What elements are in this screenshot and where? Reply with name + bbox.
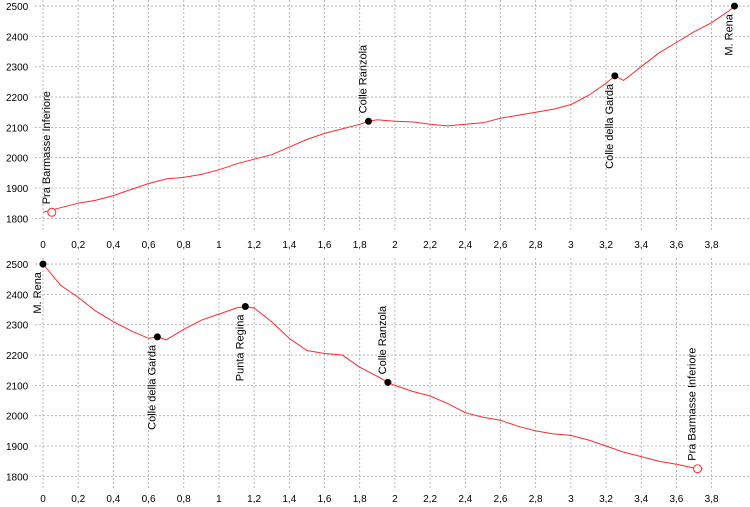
y-tick-label: 1800 (6, 214, 29, 225)
x-tick-label: 0,2 (71, 494, 85, 505)
y-tick-label: 2200 (6, 351, 29, 362)
elevation-profile-line (42, 5, 735, 213)
x-tick-label: 0,8 (177, 240, 191, 251)
x-tick-label: 0,4 (106, 494, 120, 505)
waypoint-marker (365, 117, 373, 125)
y-tick-label: 1900 (6, 442, 29, 453)
x-tick-label: 0,6 (142, 494, 156, 505)
elevation-profile-line (42, 263, 703, 470)
waypoint-marker-open (47, 207, 57, 217)
x-tick-label: 1 (216, 240, 222, 251)
x-tick-label: 2,4 (458, 240, 472, 251)
waypoint-marker (153, 333, 161, 341)
x-tick-label: 2,4 (458, 494, 472, 505)
x-tick-label: 0,8 (177, 494, 191, 505)
x-tick-label: 3,8 (705, 494, 719, 505)
x-tick-label: 0 (40, 494, 46, 505)
waypoint-marker (384, 378, 392, 386)
y-tick-label: 2500 (6, 2, 29, 13)
waypoint-label: Colle della Garda (604, 83, 616, 169)
x-tick-label: 2,8 (529, 494, 543, 505)
x-tick-label: 2,2 (423, 494, 437, 505)
y-tick-label: 2200 (6, 93, 29, 104)
x-tick-label: 3 (568, 494, 574, 505)
x-tick-label: 0,4 (106, 240, 120, 251)
waypoint-marker-open (693, 464, 703, 474)
x-tick-label: 3,2 (599, 494, 613, 505)
waypoint-marker (611, 72, 619, 80)
x-tick-label: 2,6 (494, 494, 508, 505)
x-tick-label: 3,4 (634, 240, 648, 251)
y-tick-label: 2500 (6, 260, 29, 271)
x-tick-label: 1,8 (353, 494, 367, 505)
y-tick-label: 2400 (6, 32, 29, 43)
waypoint-marker (730, 2, 738, 10)
y-tick-label: 1800 (6, 472, 29, 483)
waypoint-marker (241, 303, 249, 311)
x-tick-label: 1 (216, 494, 222, 505)
x-tick-label: 0 (40, 240, 46, 251)
x-tick-label: 1,4 (282, 494, 296, 505)
y-tick-label: 2300 (6, 63, 29, 74)
y-tick-label: 2000 (6, 412, 29, 423)
x-tick-label: 1,8 (353, 240, 367, 251)
x-tick-label: 1,6 (318, 240, 332, 251)
waypoint-label: Pra Barmasse Inferiore (41, 91, 53, 204)
x-tick-label: 2,8 (529, 240, 543, 251)
y-tick-label: 2000 (6, 154, 29, 165)
x-tick-label: 1,6 (318, 494, 332, 505)
y-tick-label: 2400 (6, 290, 29, 301)
x-tick-label: 2,2 (423, 240, 437, 251)
x-tick-label: 3,6 (669, 240, 683, 251)
x-tick-label: 3,2 (599, 240, 613, 251)
y-tick-label: 1900 (6, 184, 29, 195)
waypoint-label: Punta Regina (234, 314, 246, 382)
y-tick-label: 2100 (6, 123, 29, 134)
waypoint-label: Colle Ranzola (358, 44, 370, 113)
x-tick-label: 2 (392, 240, 398, 251)
x-tick-label: 0,2 (71, 240, 85, 251)
x-tick-label: 3,8 (705, 240, 719, 251)
waypoint-label: M. Rena (32, 271, 44, 313)
x-tick-label: 1,2 (247, 494, 261, 505)
waypoint-marker (39, 260, 47, 268)
waypoint-label: Colle Ranzola (377, 305, 389, 374)
waypoint-label: M. Rena (723, 13, 735, 55)
x-tick-label: 3,4 (634, 494, 648, 505)
x-tick-label: 3,6 (669, 494, 683, 505)
x-tick-label: 1,4 (282, 240, 296, 251)
y-tick-label: 2100 (6, 381, 29, 392)
x-tick-label: 1,2 (247, 240, 261, 251)
waypoint-label: Pra Barmasse Inferiore (687, 348, 699, 461)
x-tick-label: 0,6 (142, 240, 156, 251)
x-tick-label: 3 (568, 240, 574, 251)
x-tick-label: 2,6 (494, 240, 508, 251)
waypoint-label: Colle della Garda (146, 344, 158, 430)
x-tick-label: 2 (392, 494, 398, 505)
y-tick-label: 2300 (6, 321, 29, 332)
